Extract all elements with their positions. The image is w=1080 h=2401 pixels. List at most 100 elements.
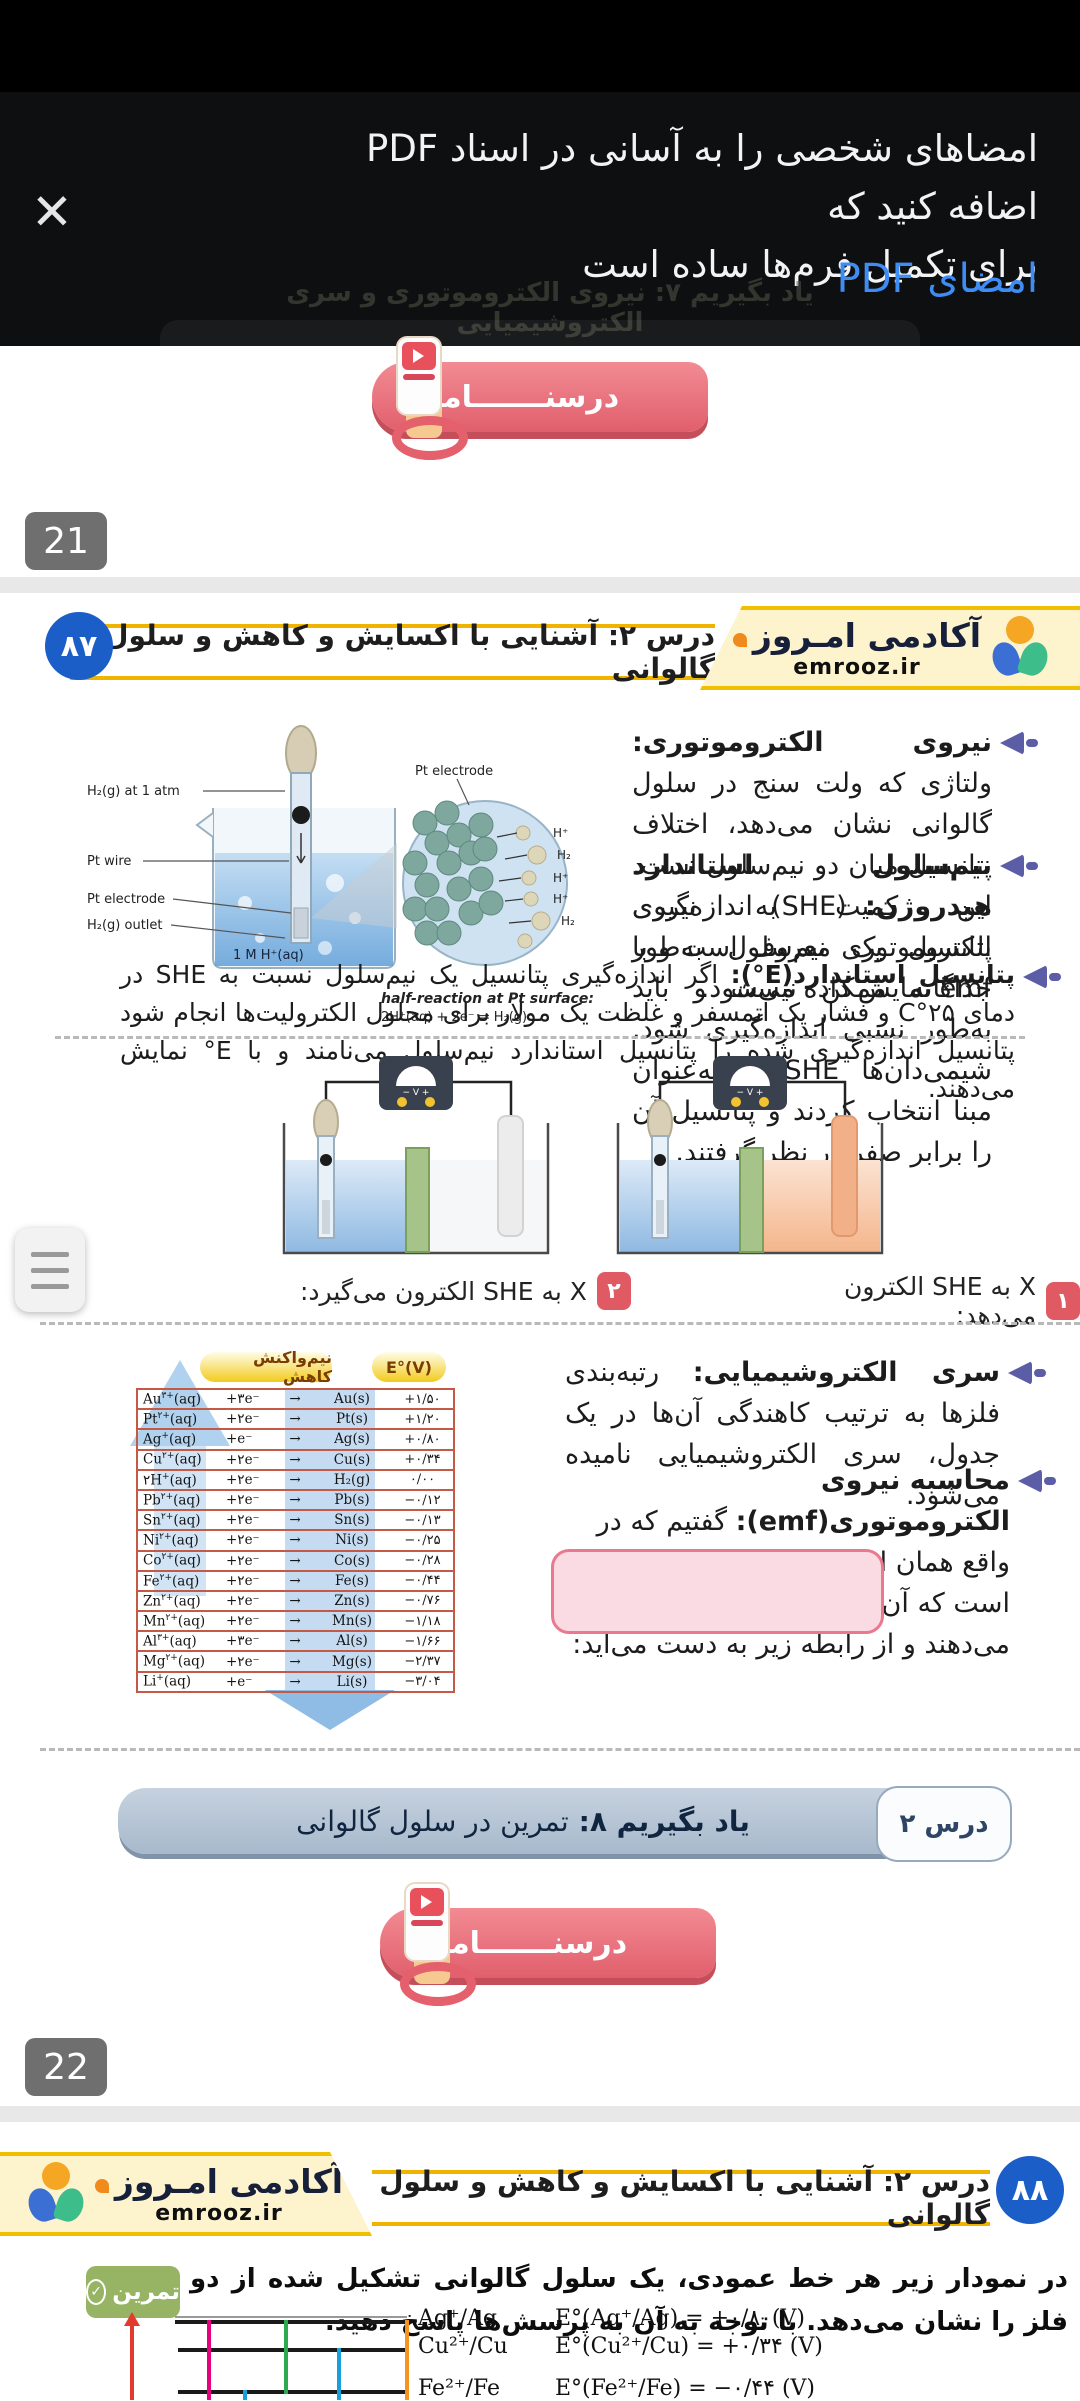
formula-placeholder-box	[551, 1549, 884, 1634]
voltmeter-label: − V +	[737, 1088, 764, 1098]
page-separator	[0, 577, 1080, 593]
toast-message: امضاهای شخصی را به آسانی در اسناد PDF اض…	[278, 120, 1038, 294]
e0-equation-ag: E°(Ag⁺/Ag) = +۰/۸۰(V)	[555, 2306, 805, 2331]
table-row: Mg۲+(aq) +۲e⁻ → Mg(s) −۲/۳۷	[138, 1652, 453, 1673]
paragraph-title: محاسبه نیروی الکتروموتوری(emf):	[735, 1465, 1010, 1537]
caption-number-badge: ۱	[1046, 1282, 1080, 1320]
paragraph-title: نیم‌سلول استاندارد هیدروژن:	[632, 850, 992, 922]
paragraph-standard-potential: پتانسیل استاندارد(E°): اگر اندازه‌گیری پ…	[120, 956, 1061, 1108]
brand-name: آکادمی امـروز	[95, 2162, 343, 2201]
brand-site: emrooz.ir	[793, 655, 921, 680]
lesson-header-band-87: درس ۲: آشنایی با اکسایش و کاهش و سلول گا…	[70, 619, 715, 685]
voltmeter-label: − V +	[403, 1088, 430, 1098]
page-separator	[0, 2106, 1080, 2122]
label-pt-electrode: Pt electrode	[87, 892, 165, 907]
table-row: Zn۲+(aq) +۲e⁻ → Zn(s) −۰/۷۶	[138, 1592, 453, 1613]
lesson-title: درس ۲: آشنایی با اکسایش و کاهش و سلول گا…	[379, 2165, 990, 2231]
couple-label-cu: Cu²⁺/Cu	[418, 2334, 508, 2359]
paragraph-emf-definition: نیروی الکتروموتوری: ولتاژی که ولت سنج در…	[632, 722, 1038, 1009]
brand-block-left: آکادمی امـروز emrooz.ir	[0, 2152, 372, 2236]
dashed-divider	[40, 1748, 1080, 1751]
level-line-ag	[175, 2320, 407, 2324]
paragraph-body: رتبه‌بندی فلزها به ترتیب کاهندگی آن‌ها د…	[565, 1357, 1000, 1511]
learn-title-rest: تمرین در سلول گالوانی	[296, 1804, 569, 1838]
cell-line-cyan-2	[243, 2390, 247, 2400]
level-line-fe	[178, 2390, 408, 2394]
ribbon-label: درسنـــــــامه	[424, 379, 620, 415]
close-icon[interactable]: ✕	[31, 183, 73, 241]
she-figure: H₂(g) at 1 atm Pt wire Pt electrode H₂(g…	[85, 713, 630, 1031]
caption-text: X به SHE الکترون می‌گیرد:	[300, 1276, 587, 1306]
caption-number-badge: ۲	[596, 1272, 631, 1310]
figure-caption-1: half-reaction at Pt surface:	[381, 991, 594, 1007]
page-number-badge-22: 22	[25, 2038, 107, 2096]
figure-caption-2: 2H⁺(aq) + 2e⁻ ⇌ H₂(g)	[381, 1010, 527, 1025]
play-icon	[413, 349, 424, 363]
learn-title-bold: یاد بگیریم ۸:	[578, 1804, 750, 1838]
play-icon	[421, 1895, 432, 1909]
ghost-panel	[160, 320, 920, 346]
label-solution: 1 M H⁺(aq)	[233, 948, 304, 963]
couple-label-ag: Ag⁺/Ag	[418, 2306, 497, 2331]
label-h-plus-3: H⁺	[553, 892, 568, 906]
hand-phone-icon	[386, 338, 468, 460]
cell-line-magenta	[207, 2320, 211, 2400]
paragraph-title: پتانسیل استاندارد(E°):	[730, 960, 1015, 989]
label-h2-2: H₂	[561, 914, 575, 928]
label-pt-electrode-zoom: Pt electrode	[415, 764, 493, 779]
menu-button[interactable]	[15, 1228, 85, 1312]
couple-label-fe: Fe²⁺/Fe	[418, 2376, 501, 2401]
lesson-video-button-bottom[interactable]: درسنـــــــامه	[366, 1884, 722, 2006]
arrow-bullet-icon	[998, 731, 1038, 755]
brand-block-right: آکادمی امـروز emrooz.ir	[700, 606, 1080, 690]
check-icon: ✓	[86, 2279, 107, 2305]
table-row: Sn۲+(aq) +۲e⁻ → Sn(s) −۰/۱۳	[138, 1511, 453, 1532]
brand-site: emrooz.ir	[155, 2201, 283, 2226]
dashed-divider	[55, 1036, 1025, 1039]
paragraph-body: ولتاژی که ولت سنج در سلول گالوانی نشان م…	[632, 768, 992, 1004]
pdf-signature-toast: امضاهای شخصی را به آسانی در اسناد PDF اض…	[0, 92, 1080, 346]
arrow-bullet-icon	[1006, 1361, 1046, 1385]
paragraph-electrochemical-series: سری الکتروشیمیایی: رتبه‌بندی فلزها به تر…	[565, 1352, 1046, 1516]
e0-equation-cu: E°(Cu²⁺/Cu) = +۰/۳۴ (V)	[555, 2334, 823, 2359]
table-row: Fe۲+(aq) +۲e⁻ → Fe(s) −۰/۴۴	[138, 1572, 453, 1592]
toast-message-line1: امضاهای شخصی را به آسانی در اسناد PDF اض…	[366, 127, 1038, 228]
table-row: Ag+(aq) +e⁻ → Ag(s) +۰/۸۰	[138, 1430, 453, 1451]
cell-line-green	[284, 2320, 288, 2394]
pdf-sign-action-link[interactable]: امضای PDF	[836, 256, 1038, 302]
ribbon-label: درسنـــــــامه	[432, 1925, 628, 1961]
label-pt-wire: Pt wire	[87, 854, 131, 869]
menu-icon	[31, 1251, 69, 1257]
label-h2-1: H₂	[557, 848, 571, 862]
label-h-plus-2: H⁺	[553, 871, 568, 885]
ghost-section-title: یاد بگیریم ۷: نیروی الکتروموتوری و سری ا…	[286, 278, 814, 338]
table-row: Mn۲+(aq) +۲e⁻ → Mn(s) −۱/۱۸	[138, 1612, 453, 1633]
dashed-divider	[40, 1322, 1080, 1325]
caption-2: ۲ X به SHE الکترون می‌گیرد:	[300, 1272, 631, 1310]
e0-equation-fe: E°(Fe²⁺/Fe) = −۰/۴۴ (V)	[555, 2376, 815, 2401]
cell-line-cyan	[337, 2348, 341, 2400]
table-row: Pb۲+(aq) +۲e⁻ → Pb(s) −۰/۱۲	[138, 1491, 453, 1512]
hand-phone-icon	[394, 1884, 476, 2006]
table-row: Co۲+(aq) +۲e⁻ → Co(s) −۰/۲۸	[138, 1552, 453, 1572]
brand-name: آکادمی امـروز	[733, 616, 981, 655]
arrow-bullet-icon	[998, 854, 1038, 878]
electrochemical-series-table: نیم‌واکنش کاهش E°(V) Au۳+(aq) +۳e⁻ → Au(…	[118, 1348, 470, 1732]
learn-section-bar: درس ۲ یاد بگیریم ۸: تمرین در سلول گالوان…	[118, 1786, 1012, 1862]
table-row: ۲H+(aq) +۲e⁻ → H₂(g) ۰/۰۰	[138, 1471, 453, 1491]
label-h2-outlet: H₂(g) outlet	[87, 918, 163, 933]
lesson-video-button-top[interactable]: درسنـــــــامه	[358, 338, 714, 460]
lesson-tab: درس ۲	[876, 1786, 1012, 1862]
level-line-cu	[178, 2348, 408, 2352]
arrow-bullet-icon	[1021, 965, 1061, 989]
table-row: Pt۲+(aq) +۲e⁻ → Pt(s) +۱/۲۰	[138, 1410, 453, 1431]
exercise-text: در نمودار زیر هر خط عمودی، یک سلول گالوا…	[190, 2264, 1068, 2337]
table-row: Li+(aq) +e⁻ → Li(s) −۳/۰۴	[143, 1673, 441, 1690]
caption-1: ۱ X به SHE الکترون می‌دهد:	[770, 1272, 1080, 1330]
status-bar	[0, 0, 1080, 92]
page-number-circle-88: ۸۸	[996, 2156, 1064, 2224]
lesson-header-band-88: درس ۲: آشنایی با اکسایش و کاهش و سلول گا…	[372, 2165, 990, 2231]
cell-figure-left: − V +	[256, 1048, 576, 1263]
cell-figure-right: − V +	[590, 1048, 910, 1263]
